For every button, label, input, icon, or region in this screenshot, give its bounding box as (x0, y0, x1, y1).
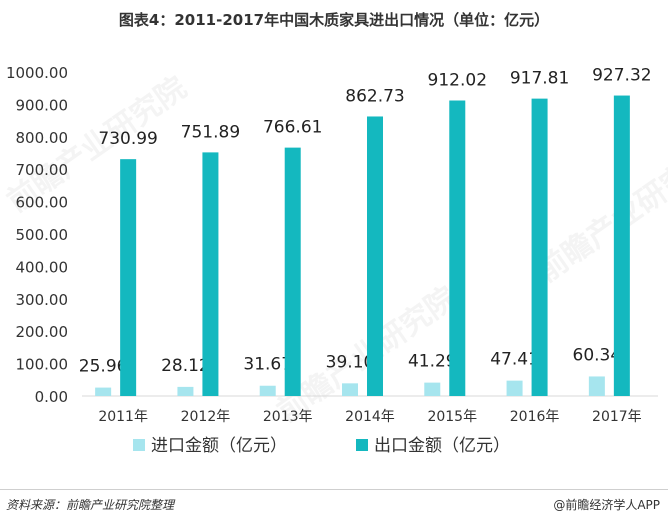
x-tick-label: 2015年 (427, 409, 477, 425)
y-tick-label: 600.00 (16, 194, 69, 212)
legend-export-label: 出口金额（亿元） (374, 436, 510, 456)
export-data-label: 751.89 (181, 122, 240, 142)
import-bar (424, 382, 441, 396)
export-data-label: 927.32 (592, 66, 651, 86)
export-data-label: 917.81 (510, 69, 569, 89)
y-tick-label: 0.00 (35, 388, 68, 406)
export-bar (367, 116, 383, 397)
x-tick-label: 2016年 (510, 409, 560, 425)
chart-title: 图表4：2011-2017年中国木质家具进出口情况（单位：亿元） (118, 11, 550, 29)
y-tick-label: 1000.00 (6, 64, 68, 82)
y-tick-label: 800.00 (16, 129, 69, 147)
footer-divider (0, 489, 668, 490)
x-tick-label: 2014年 (345, 409, 395, 425)
x-tick-label: 2013年 (263, 409, 313, 425)
export-data-label: 730.99 (98, 129, 157, 149)
export-data-label: 912.02 (428, 71, 487, 91)
export-bar (613, 95, 630, 397)
import-data-label: 31.67 (243, 355, 292, 375)
x-tick-label: 2017年 (592, 409, 642, 425)
y-tick-label: 500.00 (16, 226, 69, 244)
import-bar (342, 383, 358, 396)
import-data-label: 28.12 (161, 356, 210, 376)
export-data-label: 862.73 (345, 86, 404, 106)
import-bar (588, 376, 605, 396)
y-tick-label: 400.00 (16, 258, 69, 276)
x-tick-label: 2012年 (181, 409, 231, 425)
y-tick-label: 900.00 (16, 96, 69, 114)
brand-credit: @前瞻经济学人APP (553, 498, 660, 512)
y-tick-label: 300.00 (16, 291, 69, 309)
import-data-label: 47.41 (490, 350, 539, 370)
y-tick-label: 200.00 (16, 323, 69, 341)
export-data-label: 766.61 (263, 118, 322, 138)
export-bar (120, 159, 137, 396)
import-data-label: 41.29 (408, 352, 457, 372)
legend-export-swatch (356, 439, 368, 451)
x-tick-label: 2011年 (98, 409, 148, 425)
import-bar (506, 380, 523, 396)
y-tick-label: 700.00 (16, 161, 69, 179)
source-note: 资料来源：前瞻产业研究院整理 (6, 498, 175, 512)
import-bar (259, 385, 276, 396)
import-bar (95, 387, 112, 396)
export-bar (202, 152, 219, 396)
import-data-label: 39.10 (326, 352, 375, 372)
import-data-label: 60.34 (573, 345, 622, 365)
import-data-label: 25.96 (79, 357, 128, 377)
bar-chart: 0.00 100.00 200.00 300.00 400.00 500.00 600.00… (6, 64, 658, 456)
export-bar (449, 100, 466, 396)
legend-import-label: 进口金额（亿元） (151, 436, 287, 456)
y-tick-label: 100.00 (16, 356, 69, 374)
import-bar (177, 386, 194, 396)
legend-import-swatch (133, 439, 145, 451)
export-bar (531, 98, 548, 396)
export-bar (284, 147, 301, 396)
